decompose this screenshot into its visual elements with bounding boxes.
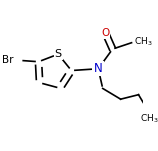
- Text: Br: Br: [2, 55, 13, 65]
- Text: O: O: [101, 28, 109, 38]
- Text: N: N: [94, 62, 103, 75]
- Text: S: S: [55, 49, 62, 59]
- Text: CH$_3$: CH$_3$: [134, 36, 153, 48]
- Text: CH$_3$: CH$_3$: [140, 113, 158, 125]
